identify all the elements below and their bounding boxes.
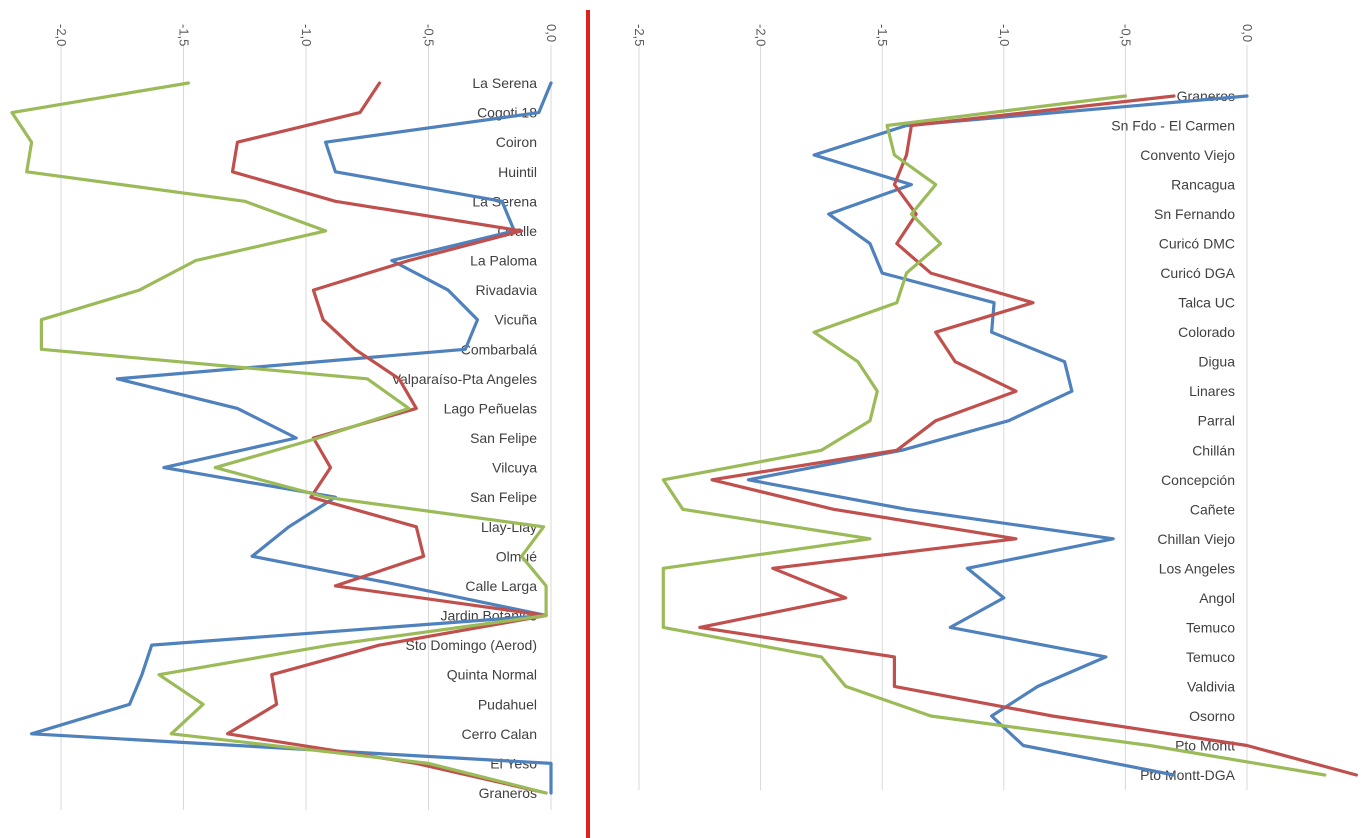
- category-label: San Felipe: [470, 430, 537, 446]
- tick-label: -1,0: [997, 24, 1012, 46]
- tick-label: -2,0: [754, 24, 769, 46]
- series-line-3: [661, 94, 1327, 777]
- category-label: Cerro Calan: [462, 726, 537, 742]
- category-label: San Felipe: [470, 489, 537, 505]
- chart-left: -2,0 -1,5 -1,0 -0,5 0,0 La Serena Cogoti 18 Coi…: [10, 24, 559, 810]
- tick-label: 0,0: [544, 24, 559, 42]
- category-label: Los Angeles: [1159, 560, 1235, 576]
- category-label: Temuco: [1186, 619, 1235, 635]
- category-label: Cañete: [1190, 501, 1235, 517]
- category-label: Vilcuya: [492, 460, 537, 476]
- category-label: Curicó DMC: [1159, 236, 1235, 252]
- tick-label: -1,5: [875, 24, 890, 46]
- category-label: Rivadavia: [476, 282, 538, 298]
- tick-label: 0,0: [1240, 24, 1255, 42]
- category-label: Vicuña: [494, 312, 537, 328]
- category-label: Lago Peñuelas: [444, 400, 537, 416]
- category-label: Convento Viejo: [1140, 147, 1235, 163]
- category-label: Sto Domingo (Aerod): [405, 637, 537, 653]
- series-line-1: [30, 81, 553, 795]
- category-label: Colorado: [1178, 324, 1235, 340]
- category-label: Digua: [1198, 354, 1235, 370]
- category-label: Cogoti 18: [477, 105, 537, 121]
- category-label: Sn Fdo - El Carmen: [1111, 118, 1235, 134]
- category-label: Valparaíso-Pta Angeles: [392, 371, 537, 387]
- category-label: Valdivia: [1187, 678, 1235, 694]
- category-label: Calle Larga: [465, 578, 537, 594]
- category-label: La Paloma: [470, 253, 537, 269]
- category-label: Huintil: [498, 164, 537, 180]
- category-label: Temuco: [1186, 649, 1235, 665]
- tick-label: -1,0: [299, 24, 314, 46]
- tick-label: -0,5: [1118, 24, 1133, 46]
- category-label: Combarbalá: [461, 341, 537, 357]
- tick-label: -2,5: [632, 24, 647, 46]
- series-line-3: [10, 81, 548, 795]
- category-label: Linares: [1189, 383, 1235, 399]
- category-label: Coiron: [496, 134, 537, 150]
- series-line-1: [746, 94, 1249, 777]
- category-label: Angol: [1199, 590, 1235, 606]
- series-line-2: [698, 94, 1359, 777]
- category-label: Pudahuel: [478, 696, 537, 712]
- tick-label: -1,5: [177, 24, 192, 46]
- category-label: Sn Fernando: [1154, 206, 1235, 222]
- category-label: Olmué: [496, 548, 537, 564]
- category-label: Chillán: [1192, 442, 1235, 458]
- category-label: Rancagua: [1171, 177, 1235, 193]
- category-label: La Serena: [472, 75, 537, 91]
- category-label: Quinta Normal: [447, 667, 537, 683]
- category-label: Talca UC: [1178, 295, 1235, 311]
- category-label: Parral: [1198, 413, 1235, 429]
- category-label: Osorno: [1189, 708, 1235, 724]
- category-label: Pto Montt-DGA: [1140, 767, 1236, 783]
- category-label: Chillan Viejo: [1157, 531, 1235, 547]
- category-label: Curicó DGA: [1160, 265, 1235, 281]
- tick-label: -2,0: [54, 24, 69, 46]
- category-label: Concepción: [1161, 472, 1235, 488]
- tick-label: -0,5: [422, 24, 437, 46]
